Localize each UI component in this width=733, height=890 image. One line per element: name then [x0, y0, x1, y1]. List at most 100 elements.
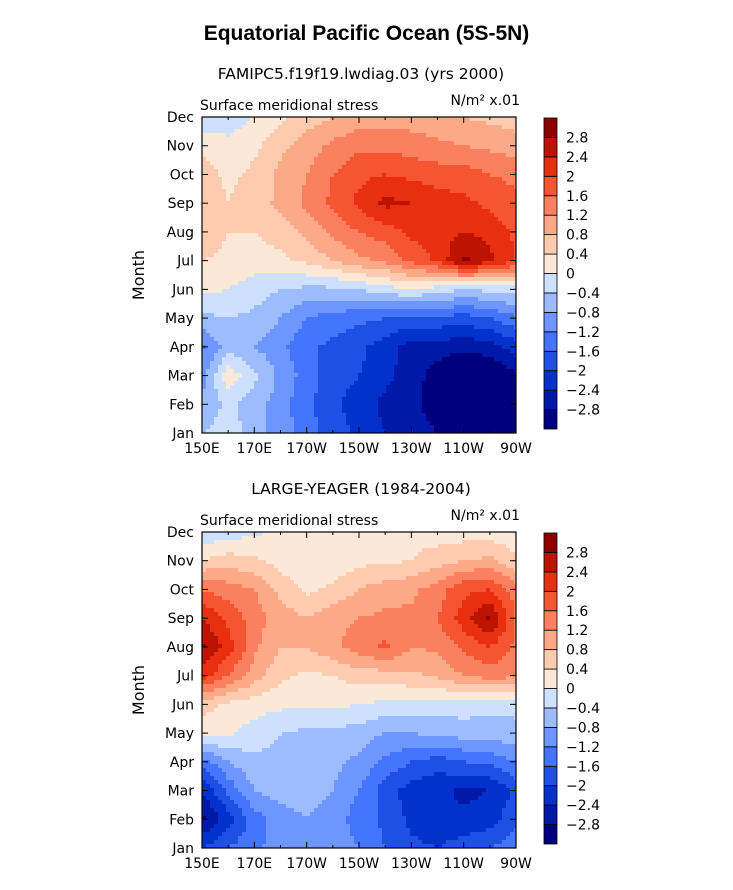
heatmap-cell: [482, 193, 487, 198]
heatmap-cell: [282, 257, 287, 262]
heatmap-cell: [210, 365, 215, 370]
heatmap-cell: [358, 285, 363, 290]
heatmap-cell: [406, 173, 411, 178]
heatmap-cell: [462, 177, 467, 182]
heatmap-cell: [510, 273, 515, 278]
heatmap-cell: [446, 277, 451, 282]
heatmap-cell: [354, 233, 359, 238]
heatmap-cell: [314, 325, 319, 330]
heatmap-cell: [238, 125, 243, 130]
heatmap-cell: [398, 333, 403, 338]
heatmap-cell: [290, 289, 295, 294]
heatmap-cell: [430, 337, 435, 342]
heatmap-cell: [314, 361, 319, 366]
heatmap-cell: [502, 189, 507, 194]
heatmap-cell: [290, 281, 295, 286]
heatmap-cell: [478, 153, 483, 158]
heatmap-cell: [394, 217, 399, 222]
heatmap-cell: [398, 269, 403, 274]
heatmap-cell: [502, 165, 507, 170]
heatmap-cell: [470, 357, 475, 362]
heatmap-cell: [466, 121, 471, 126]
heatmap-cell: [474, 121, 479, 126]
heatmap-cell: [514, 361, 516, 366]
heatmap-cell: [318, 169, 323, 174]
heatmap-cell: [262, 249, 267, 254]
heatmap-cell: [282, 201, 287, 206]
heatmap-cell: [214, 241, 219, 246]
heatmap-cell: [418, 173, 423, 178]
heatmap-cell: [514, 289, 516, 294]
heatmap-cell: [406, 357, 411, 362]
heatmap-cell: [362, 317, 367, 322]
heatmap-cell: [510, 333, 515, 338]
heatmap-cell: [378, 341, 383, 346]
heatmap-cell: [454, 217, 459, 222]
heatmap-cell: [330, 317, 335, 322]
heatmap-cell: [342, 349, 347, 354]
heatmap-cell: [446, 257, 451, 262]
heatmap-cell: [382, 225, 387, 230]
heatmap-cell: [258, 141, 263, 146]
heatmap-cell: [294, 181, 299, 186]
heatmap-cell: [226, 185, 231, 190]
heatmap-cell: [366, 301, 371, 306]
heatmap-cell: [390, 361, 395, 366]
heatmap-cell: [354, 277, 359, 282]
heatmap-cell: [282, 353, 287, 358]
heatmap-cell: [246, 193, 251, 198]
heatmap-cell: [514, 153, 516, 158]
heatmap-cell: [318, 249, 323, 254]
heatmap-cell: [414, 253, 419, 258]
heatmap-cell: [306, 365, 311, 370]
heatmap-cell: [262, 253, 267, 258]
heatmap-cell: [358, 345, 363, 350]
heatmap-cell: [214, 165, 219, 170]
heatmap-cell: [322, 305, 327, 310]
heatmap-cell: [426, 245, 431, 250]
heatmap-cell: [482, 357, 487, 362]
heatmap-cell: [398, 121, 403, 126]
heatmap-cell: [510, 117, 515, 122]
heatmap-cell: [314, 125, 319, 130]
heatmap-cell: [302, 149, 307, 154]
heatmap-cell: [410, 157, 415, 162]
heatmap-cell: [378, 241, 383, 246]
heatmap-cell: [358, 261, 363, 266]
heatmap-cell: [374, 157, 379, 162]
heatmap-cell: [290, 125, 295, 130]
heatmap-cell: [446, 313, 451, 318]
heatmap-cell: [446, 129, 451, 134]
heatmap-cell: [450, 141, 455, 146]
heatmap-cell: [342, 365, 347, 370]
heatmap-cell: [430, 353, 435, 358]
heatmap-cell: [370, 137, 375, 142]
heatmap-cell: [326, 157, 331, 162]
heatmap-cell: [338, 209, 343, 214]
heatmap-cell: [366, 213, 371, 218]
heatmap-cell: [262, 217, 267, 222]
heatmap-cell: [266, 249, 271, 254]
heatmap-cell: [410, 149, 415, 154]
heatmap-cell: [470, 189, 475, 194]
heatmap-cell: [278, 305, 283, 310]
heatmap-cell: [234, 185, 239, 190]
heatmap-cell: [422, 253, 427, 258]
heatmap-cell: [382, 277, 387, 282]
heatmap-cell: [410, 337, 415, 342]
heatmap-cell: [366, 277, 371, 282]
heatmap-cell: [494, 309, 499, 314]
heatmap-cell: [498, 257, 503, 262]
heatmap-cell: [206, 349, 211, 354]
heatmap-cell: [270, 197, 275, 202]
heatmap-cell: [254, 181, 259, 186]
heatmap-cell: [270, 321, 275, 326]
heatmap-cell: [234, 293, 239, 298]
heatmap-cell: [306, 177, 311, 182]
heatmap-cell: [446, 233, 451, 238]
heatmap-cell: [354, 329, 359, 334]
heatmap-cell: [314, 221, 319, 226]
heatmap-cell: [266, 317, 271, 322]
heatmap-cell: [482, 237, 487, 242]
heatmap-cell: [498, 149, 503, 154]
